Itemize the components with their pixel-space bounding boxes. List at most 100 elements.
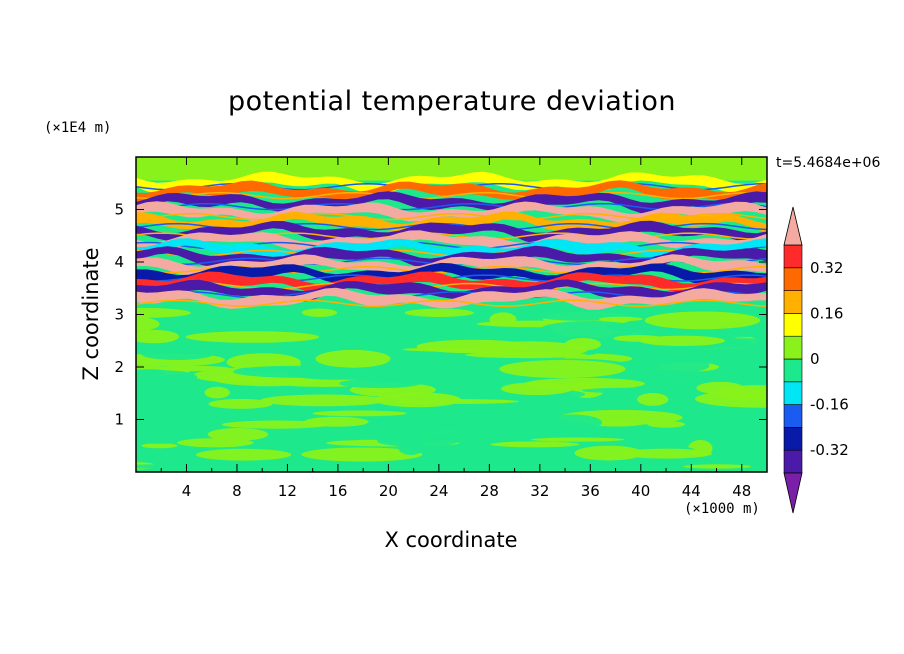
field-blob (204, 386, 230, 399)
field-blob (301, 447, 423, 462)
field-blob (715, 385, 767, 401)
field-blob (490, 441, 580, 448)
field-band (136, 271, 767, 295)
field-blob (288, 367, 383, 380)
field-blob (136, 369, 198, 386)
field-blob (564, 338, 601, 351)
x-tick-label: 48 (732, 482, 751, 500)
field-blob (207, 428, 269, 441)
y-axis-unit: (×1E4 m) (44, 120, 112, 136)
colorbar-swatch (783, 244, 803, 269)
field-band (136, 220, 767, 245)
x-tick-label: 24 (429, 482, 448, 500)
field-blob (374, 392, 461, 408)
x-tick-label: 44 (682, 482, 701, 500)
field-blob (397, 438, 424, 455)
field-band-edge (136, 282, 767, 291)
y-tick-label: 5 (114, 201, 124, 219)
field-blob (221, 420, 330, 429)
field-blob (312, 410, 407, 417)
field-blob (301, 308, 338, 317)
field-band (136, 180, 767, 204)
field-blob (644, 311, 761, 330)
x-tick-label: 16 (328, 482, 347, 500)
field-blob (531, 437, 625, 442)
colorbar-swatch (783, 335, 803, 360)
field-blob (705, 374, 751, 382)
field-blob (542, 414, 602, 431)
field-blob (185, 331, 320, 343)
field-blob (368, 428, 456, 444)
field-blob (404, 308, 474, 317)
colorbar-tick-label: -0.16 (810, 396, 849, 414)
x-axis-unit: (×1000 m) (684, 501, 760, 517)
colorbar-extend-low (783, 472, 803, 514)
field-band-edge (136, 191, 767, 200)
field-blob (136, 329, 180, 344)
field-blob (657, 434, 698, 441)
field-band-edge (136, 299, 767, 307)
field-blob (339, 378, 421, 389)
field-blob (489, 312, 517, 327)
field-blob (696, 430, 735, 442)
field-blob (581, 387, 681, 394)
colorbar-swatch (783, 449, 803, 474)
field-blob (530, 400, 561, 409)
colorbar-extend-high (783, 206, 803, 246)
chart-title: potential temperature deviation (228, 86, 676, 117)
x-tick-label: 28 (480, 482, 499, 500)
plot-area (136, 157, 767, 472)
field-blob (629, 370, 668, 380)
field-blob (501, 382, 573, 396)
field-blob (620, 448, 713, 459)
field-blob (574, 445, 644, 461)
colorbar-tick-label: 0.32 (810, 259, 843, 277)
field-blob (401, 378, 437, 385)
field-blob (411, 369, 511, 374)
x-tick-label: 32 (530, 482, 549, 500)
field-blob (208, 398, 273, 409)
field-blob (647, 420, 685, 428)
colorbar-swatch (783, 290, 803, 314)
field-blob (136, 464, 229, 469)
field-band (136, 201, 767, 224)
field-top (136, 157, 767, 181)
field-blob (237, 367, 310, 372)
colorbar-swatch (783, 313, 803, 337)
x-tick-label: 36 (581, 482, 600, 500)
field-blob (136, 389, 175, 399)
x-tick-label: 4 (182, 482, 192, 500)
colorbar-swatch (783, 381, 803, 405)
x-tick-label: 8 (232, 482, 242, 500)
y-tick-label: 4 (114, 253, 124, 271)
field-blob (683, 464, 751, 469)
time-label: t=5.4684e+06 (776, 155, 881, 171)
y-tick-label: 2 (114, 358, 124, 376)
colorbar: 0.32 0.16 0 -0.16 -0.32 (783, 206, 849, 514)
field-blob (598, 316, 643, 322)
colorbar-tick-label: 0.16 (810, 304, 843, 322)
y-tick-label: 3 (114, 306, 124, 324)
x-tick-label: 40 (631, 482, 650, 500)
field-blob (260, 394, 388, 407)
field-blob (352, 324, 457, 341)
colorbar-swatch (783, 358, 803, 383)
x-axis-label: X coordinate (384, 528, 518, 552)
field-blob (136, 307, 191, 318)
colorbar-swatch (783, 427, 803, 451)
field-blob (686, 353, 767, 360)
field-band (136, 171, 767, 195)
field-blob (651, 358, 710, 373)
field-blob (141, 443, 178, 449)
x-tick-label: 12 (278, 482, 297, 500)
field-blob (196, 448, 292, 461)
field-band (136, 230, 767, 253)
colorbar-tick-label: 0 (810, 350, 820, 368)
field-blob (540, 321, 640, 337)
field-blob (465, 351, 588, 359)
field-blob (418, 409, 526, 422)
field-blob (141, 348, 213, 361)
field-blob (156, 365, 231, 372)
